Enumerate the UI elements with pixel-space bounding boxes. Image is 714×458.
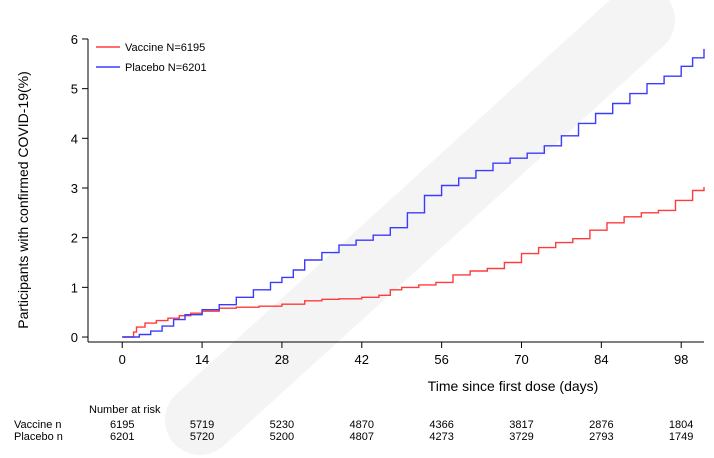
risk-value: 3729 (509, 431, 534, 443)
risk-value: 2793 (589, 431, 614, 443)
risk-value: 4366 (429, 419, 454, 431)
y-tick-label: 3 (71, 181, 78, 196)
x-tick-label: 28 (275, 352, 289, 367)
risk-value: 4273 (429, 431, 454, 443)
risk-value: 1749 (668, 431, 694, 443)
risk-value: 5230 (269, 419, 295, 431)
y-tick-label: 1 (71, 280, 78, 295)
risk-value: 1804 (668, 419, 694, 431)
risk-value: 6201 (109, 431, 135, 443)
x-tick-label: 0 (119, 352, 126, 367)
y-axis-label: Participants with confirmed COVID-19(%) (15, 71, 31, 329)
legend-label: Placebo N=6201 (125, 62, 207, 74)
risk-value: 5200 (269, 431, 295, 443)
watermark (165, 0, 675, 455)
y-tick-label: 5 (71, 82, 78, 97)
series-group (122, 48, 705, 338)
x-tick-label: 98 (674, 352, 688, 367)
series-line-vaccine (122, 187, 705, 338)
y-tick-label: 0 (71, 330, 78, 345)
x-tick-label: 56 (434, 352, 448, 367)
number-at-risk-title: Number at risk (89, 404, 161, 416)
risk-value: 4807 (349, 431, 375, 443)
y-tick-label: 2 (71, 231, 78, 246)
risk-value: 5720 (189, 431, 215, 443)
risk-value: 4870 (349, 419, 375, 431)
watermark-band (165, 0, 675, 455)
x-tick-label: 70 (514, 352, 528, 367)
legend-label: Vaccine N=6195 (125, 42, 205, 54)
risk-value: 6195 (109, 419, 135, 431)
x-tick-label: 42 (355, 352, 369, 367)
series-line-placebo (122, 48, 705, 338)
risk-value: 2876 (589, 419, 614, 431)
x-tick-label: 14 (195, 352, 209, 367)
x-tick-label: 84 (594, 352, 608, 367)
y-tick-label: 6 (71, 32, 78, 47)
x-axis-label: Time since first dose (days) (428, 378, 599, 394)
risk-value: 3817 (509, 419, 534, 431)
y-tick-label: 4 (71, 131, 78, 146)
legend: Vaccine N=6195 Placebo N=6201 (96, 42, 207, 74)
risk-row-label-vaccine: Vaccine n (14, 419, 62, 431)
risk-value: 5719 (189, 419, 215, 431)
risk-row-label-placebo: Placebo n (14, 431, 63, 443)
